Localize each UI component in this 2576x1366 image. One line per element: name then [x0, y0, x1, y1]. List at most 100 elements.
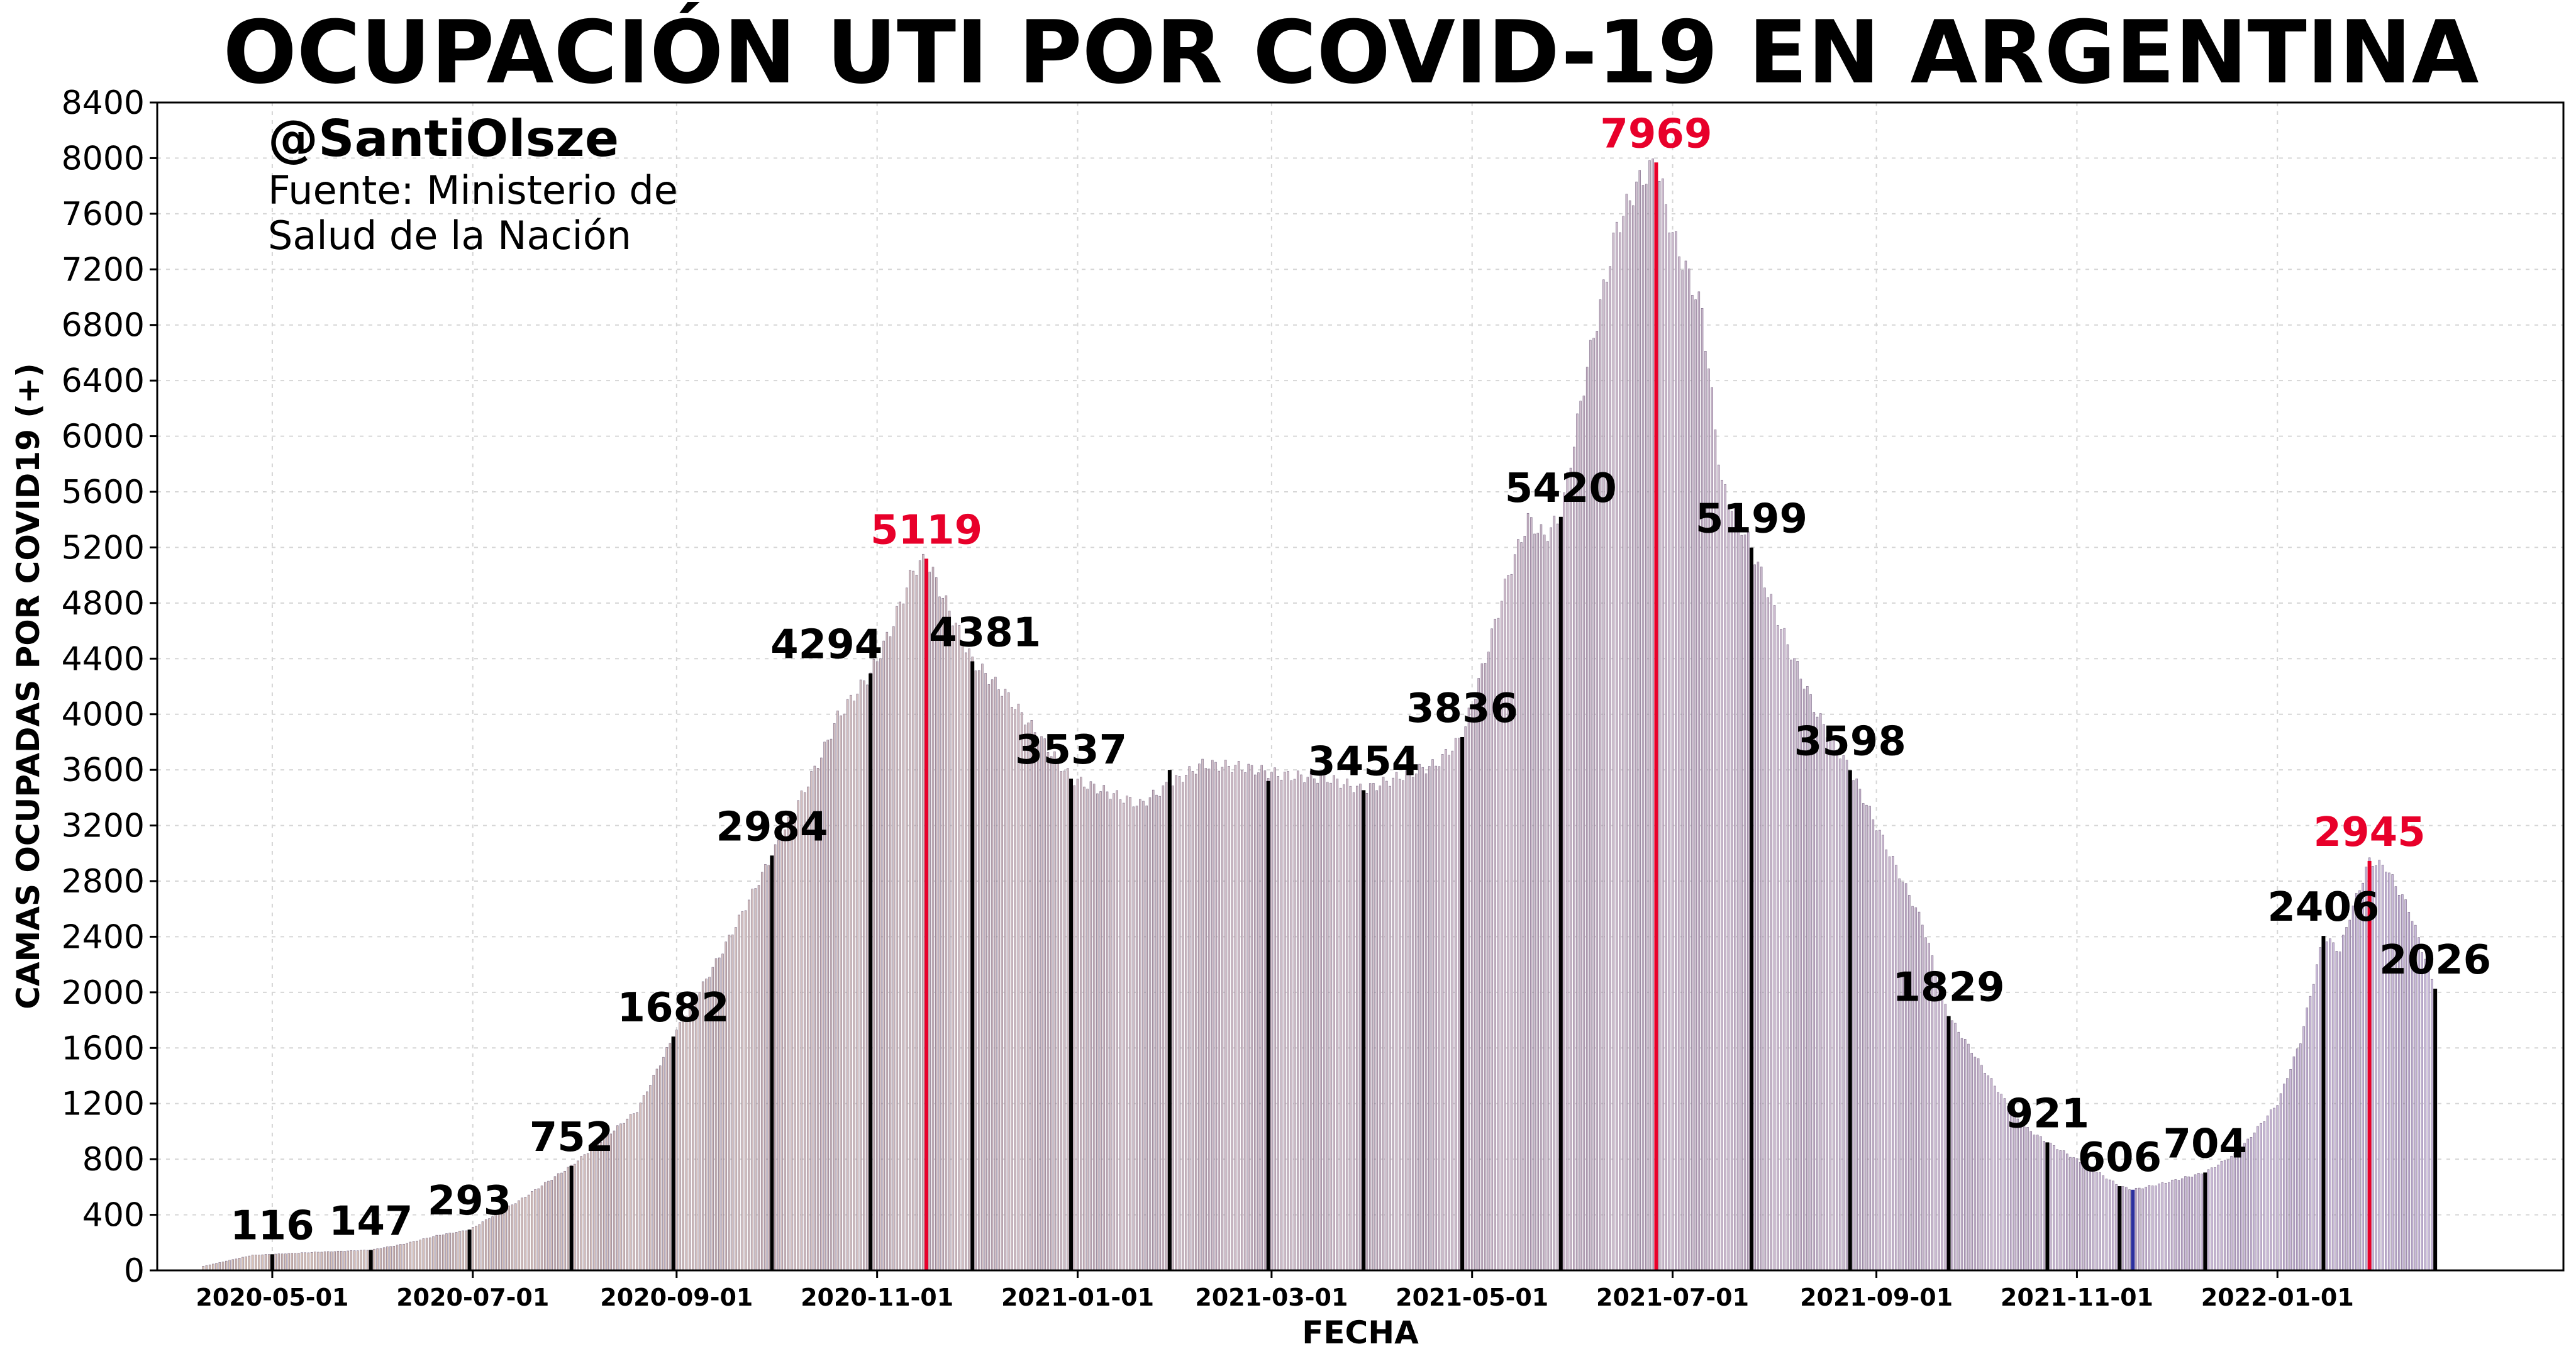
daily-bar [2296, 1048, 2299, 1271]
daily-bar [1662, 178, 1664, 1271]
daily-bar [1809, 694, 1812, 1271]
daily-bar [1987, 1075, 1990, 1271]
daily-bar [2418, 937, 2420, 1271]
daily-bar [1323, 773, 1326, 1271]
daily-bar [1454, 738, 1457, 1271]
daily-bar [1424, 773, 1428, 1271]
x-tick-label: 2020-11-01 [801, 1284, 953, 1311]
daily-bar [1063, 770, 1066, 1271]
data-label: 3836 [1406, 686, 1518, 732]
daily-bar [1957, 1031, 1960, 1271]
daily-bar [636, 1112, 638, 1271]
daily-bar [1783, 628, 1785, 1271]
daily-bar [859, 679, 862, 1271]
daily-bar [1086, 789, 1089, 1271]
daily-bar [2138, 1187, 2141, 1271]
daily-bar [1020, 712, 1023, 1271]
daily-bar [1504, 579, 1506, 1271]
y-tick-label: 7600 [62, 196, 145, 233]
daily-bar [760, 872, 763, 1271]
daily-bar [1938, 982, 1940, 1271]
daily-bar [1092, 784, 1096, 1271]
daily-bar [514, 1203, 517, 1271]
daily-bar [2240, 1149, 2243, 1271]
daily-bar [1309, 771, 1313, 1271]
daily-bar [2312, 984, 2315, 1271]
daily-bar [915, 574, 918, 1271]
highlight-bar [770, 855, 774, 1270]
daily-bar [1349, 786, 1352, 1271]
daily-bar [1813, 712, 1816, 1271]
daily-bar [1126, 796, 1128, 1271]
daily-bar [1892, 856, 1894, 1271]
daily-bar [1043, 738, 1046, 1271]
daily-bar [1139, 799, 1141, 1271]
daily-bar [2184, 1176, 2187, 1271]
daily-bar [425, 1238, 428, 1271]
data-label: 147 [329, 1199, 413, 1245]
daily-bar [1609, 266, 1611, 1271]
daily-bar [350, 1250, 353, 1271]
daily-bar [1148, 797, 1152, 1271]
daily-bar [1408, 769, 1411, 1271]
x-tick-label: 2021-11-01 [2001, 1284, 2153, 1311]
daily-bar [1638, 170, 1641, 1271]
daily-bar [1096, 793, 1099, 1271]
daily-bar [1556, 523, 1559, 1271]
daily-bar [1296, 770, 1299, 1271]
daily-bar [2266, 1115, 2269, 1271]
y-tick-label: 5600 [62, 474, 145, 511]
daily-bar [1941, 989, 1943, 1271]
peak-bar [1654, 162, 1658, 1271]
daily-bar [590, 1148, 592, 1271]
daily-bar [1480, 663, 1484, 1271]
data-label: 921 [2006, 1091, 2090, 1137]
daily-bar [2211, 1167, 2213, 1271]
highlight-bar [2433, 989, 2438, 1270]
daily-bar [2355, 893, 2358, 1271]
daily-bar [392, 1246, 396, 1271]
daily-bar [1372, 783, 1375, 1271]
daily-bar [649, 1085, 652, 1271]
daily-bar [1162, 786, 1165, 1271]
daily-bar [1270, 772, 1273, 1271]
daily-bar [1819, 713, 1822, 1271]
y-tick-label: 6000 [62, 418, 145, 456]
daily-bar [1122, 802, 1125, 1271]
x-tick-label: 2020-07-01 [396, 1284, 549, 1311]
daily-bar [780, 840, 783, 1271]
daily-bar [1665, 204, 1667, 1271]
daily-bar [2197, 1173, 2200, 1271]
daily-bar [1645, 184, 1648, 1271]
daily-bar [1102, 785, 1106, 1271]
daily-bar [833, 723, 836, 1271]
daily-bar [2125, 1187, 2128, 1271]
daily-bar [429, 1237, 431, 1271]
y-tick-label: 4800 [62, 585, 145, 623]
daily-bar [2273, 1108, 2275, 1271]
daily-bar [1231, 772, 1233, 1271]
daily-bar [481, 1221, 484, 1271]
daily-bar [994, 677, 997, 1271]
daily-bar [2286, 1078, 2289, 1271]
x-tick-label: 2021-03-01 [1195, 1284, 1348, 1311]
daily-bar [399, 1244, 402, 1271]
daily-bar [1435, 765, 1437, 1271]
daily-bar [2362, 882, 2364, 1271]
y-tick-label: 4000 [62, 696, 145, 734]
data-label: 752 [530, 1114, 614, 1161]
daily-bar [1786, 644, 1789, 1271]
daily-bar [1967, 1043, 1970, 1271]
daily-bar [1862, 803, 1865, 1271]
daily-bar [2072, 1157, 2075, 1271]
daily-bar [1448, 755, 1450, 1271]
daily-bar [850, 694, 852, 1271]
data-labels: 116 147 293 752 1682 2984 4294 5119 4381 3537 3454… [230, 111, 2491, 1249]
daily-bar [1875, 830, 1878, 1271]
daily-bar [1823, 724, 1825, 1271]
daily-bar [974, 670, 977, 1271]
daily-bar [1780, 629, 1782, 1271]
daily-bar [1648, 160, 1651, 1271]
y-tick-label: 5200 [62, 529, 145, 567]
